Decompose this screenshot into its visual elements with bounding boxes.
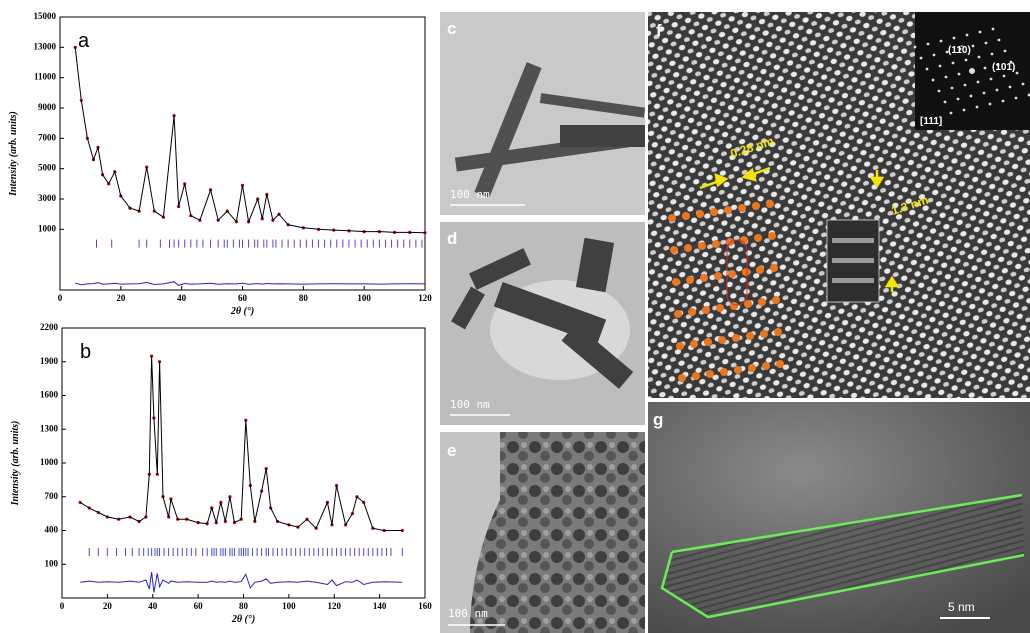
tem-panel-e: e 100 nm — [440, 432, 645, 633]
scale-bar-label: 100 nm — [450, 188, 490, 201]
scale-bar-label: 5 nm — [948, 600, 975, 614]
panel-label: e — [447, 441, 456, 460]
y-tick-label: 7000 — [38, 132, 57, 142]
fft-label: (11̄0) — [948, 45, 971, 56]
image-bg — [440, 12, 645, 215]
panel-label: d — [447, 229, 457, 248]
y-tick-label: 700 — [45, 491, 59, 501]
x-tick-label: 120 — [418, 293, 432, 303]
y-tick-label: 1900 — [40, 356, 59, 366]
y-tick-label: 2200 — [40, 322, 59, 332]
y-tick-label: 9000 — [38, 102, 57, 112]
x-tick-label: 40 — [148, 601, 158, 611]
panel-label: c — [447, 19, 456, 38]
y-tick-label: 5000 — [38, 163, 57, 173]
panel-label: g — [653, 410, 663, 429]
y-axis-label: Intensity (arb. units) — [10, 421, 21, 507]
x-tick-label: 60 — [238, 293, 248, 303]
x-tick-label: 20 — [103, 601, 113, 611]
x-tick-label: 160 — [418, 601, 432, 611]
x-tick-label: 100 — [357, 293, 371, 303]
scale-bar-label: 100 nm — [450, 398, 490, 411]
scale-bar-label: 100 nm — [448, 607, 488, 620]
y-tick-label: 1000 — [38, 223, 57, 233]
y-axis-label: Intensity (arb. units) — [8, 111, 19, 197]
hrtem-panel-g: g 5 nm — [648, 402, 1030, 633]
y-tick-label: 1600 — [40, 390, 59, 400]
x-tick-label: 20 — [116, 293, 126, 303]
panel-label: b — [80, 341, 91, 363]
y-tick-label: 13000 — [34, 41, 57, 51]
tem-panel-c: c 100 nm — [440, 12, 645, 215]
y-tick-label: 1300 — [40, 423, 59, 433]
x-tick-label: 100 — [282, 601, 296, 611]
x-tick-label: 140 — [373, 601, 387, 611]
series-line — [80, 356, 402, 530]
x-tick-label: 40 — [177, 293, 187, 303]
y-tick-label: 3000 — [38, 193, 57, 203]
figure: c 100 nm d 100 nm e 100 nm — [0, 0, 1030, 633]
hrtem-panel-f: f 0.28 nm 1.3 nm (11̄0) (101̄) [111] — [648, 12, 1030, 398]
x-tick-label: 60 — [194, 601, 204, 611]
y-tick-label: 1000 — [40, 457, 59, 467]
panel-label: a — [78, 30, 90, 52]
y-tick-label: 400 — [45, 525, 59, 535]
plot-frame — [60, 17, 425, 290]
fft-label: (101̄) — [992, 62, 1015, 73]
x-tick-label: 0 — [58, 293, 63, 303]
y-tick-label: 15000 — [34, 11, 57, 21]
x-tick-label: 80 — [239, 601, 249, 611]
x-axis-label: 2θ (°) — [231, 614, 255, 625]
series-line — [75, 282, 425, 286]
y-tick-label: 100 — [45, 558, 59, 568]
series-line — [75, 47, 425, 232]
panel-label: f — [656, 21, 662, 40]
tem-panel-d: d 100 nm — [440, 222, 645, 425]
x-tick-label: 80 — [299, 293, 309, 303]
x-axis-label: 2θ (°) — [230, 306, 254, 317]
x-tick-label: 0 — [60, 601, 65, 611]
y-tick-label: 11000 — [34, 72, 57, 82]
fft-label: [111] — [920, 116, 942, 127]
x-tick-label: 120 — [328, 601, 342, 611]
series-line — [80, 572, 402, 592]
